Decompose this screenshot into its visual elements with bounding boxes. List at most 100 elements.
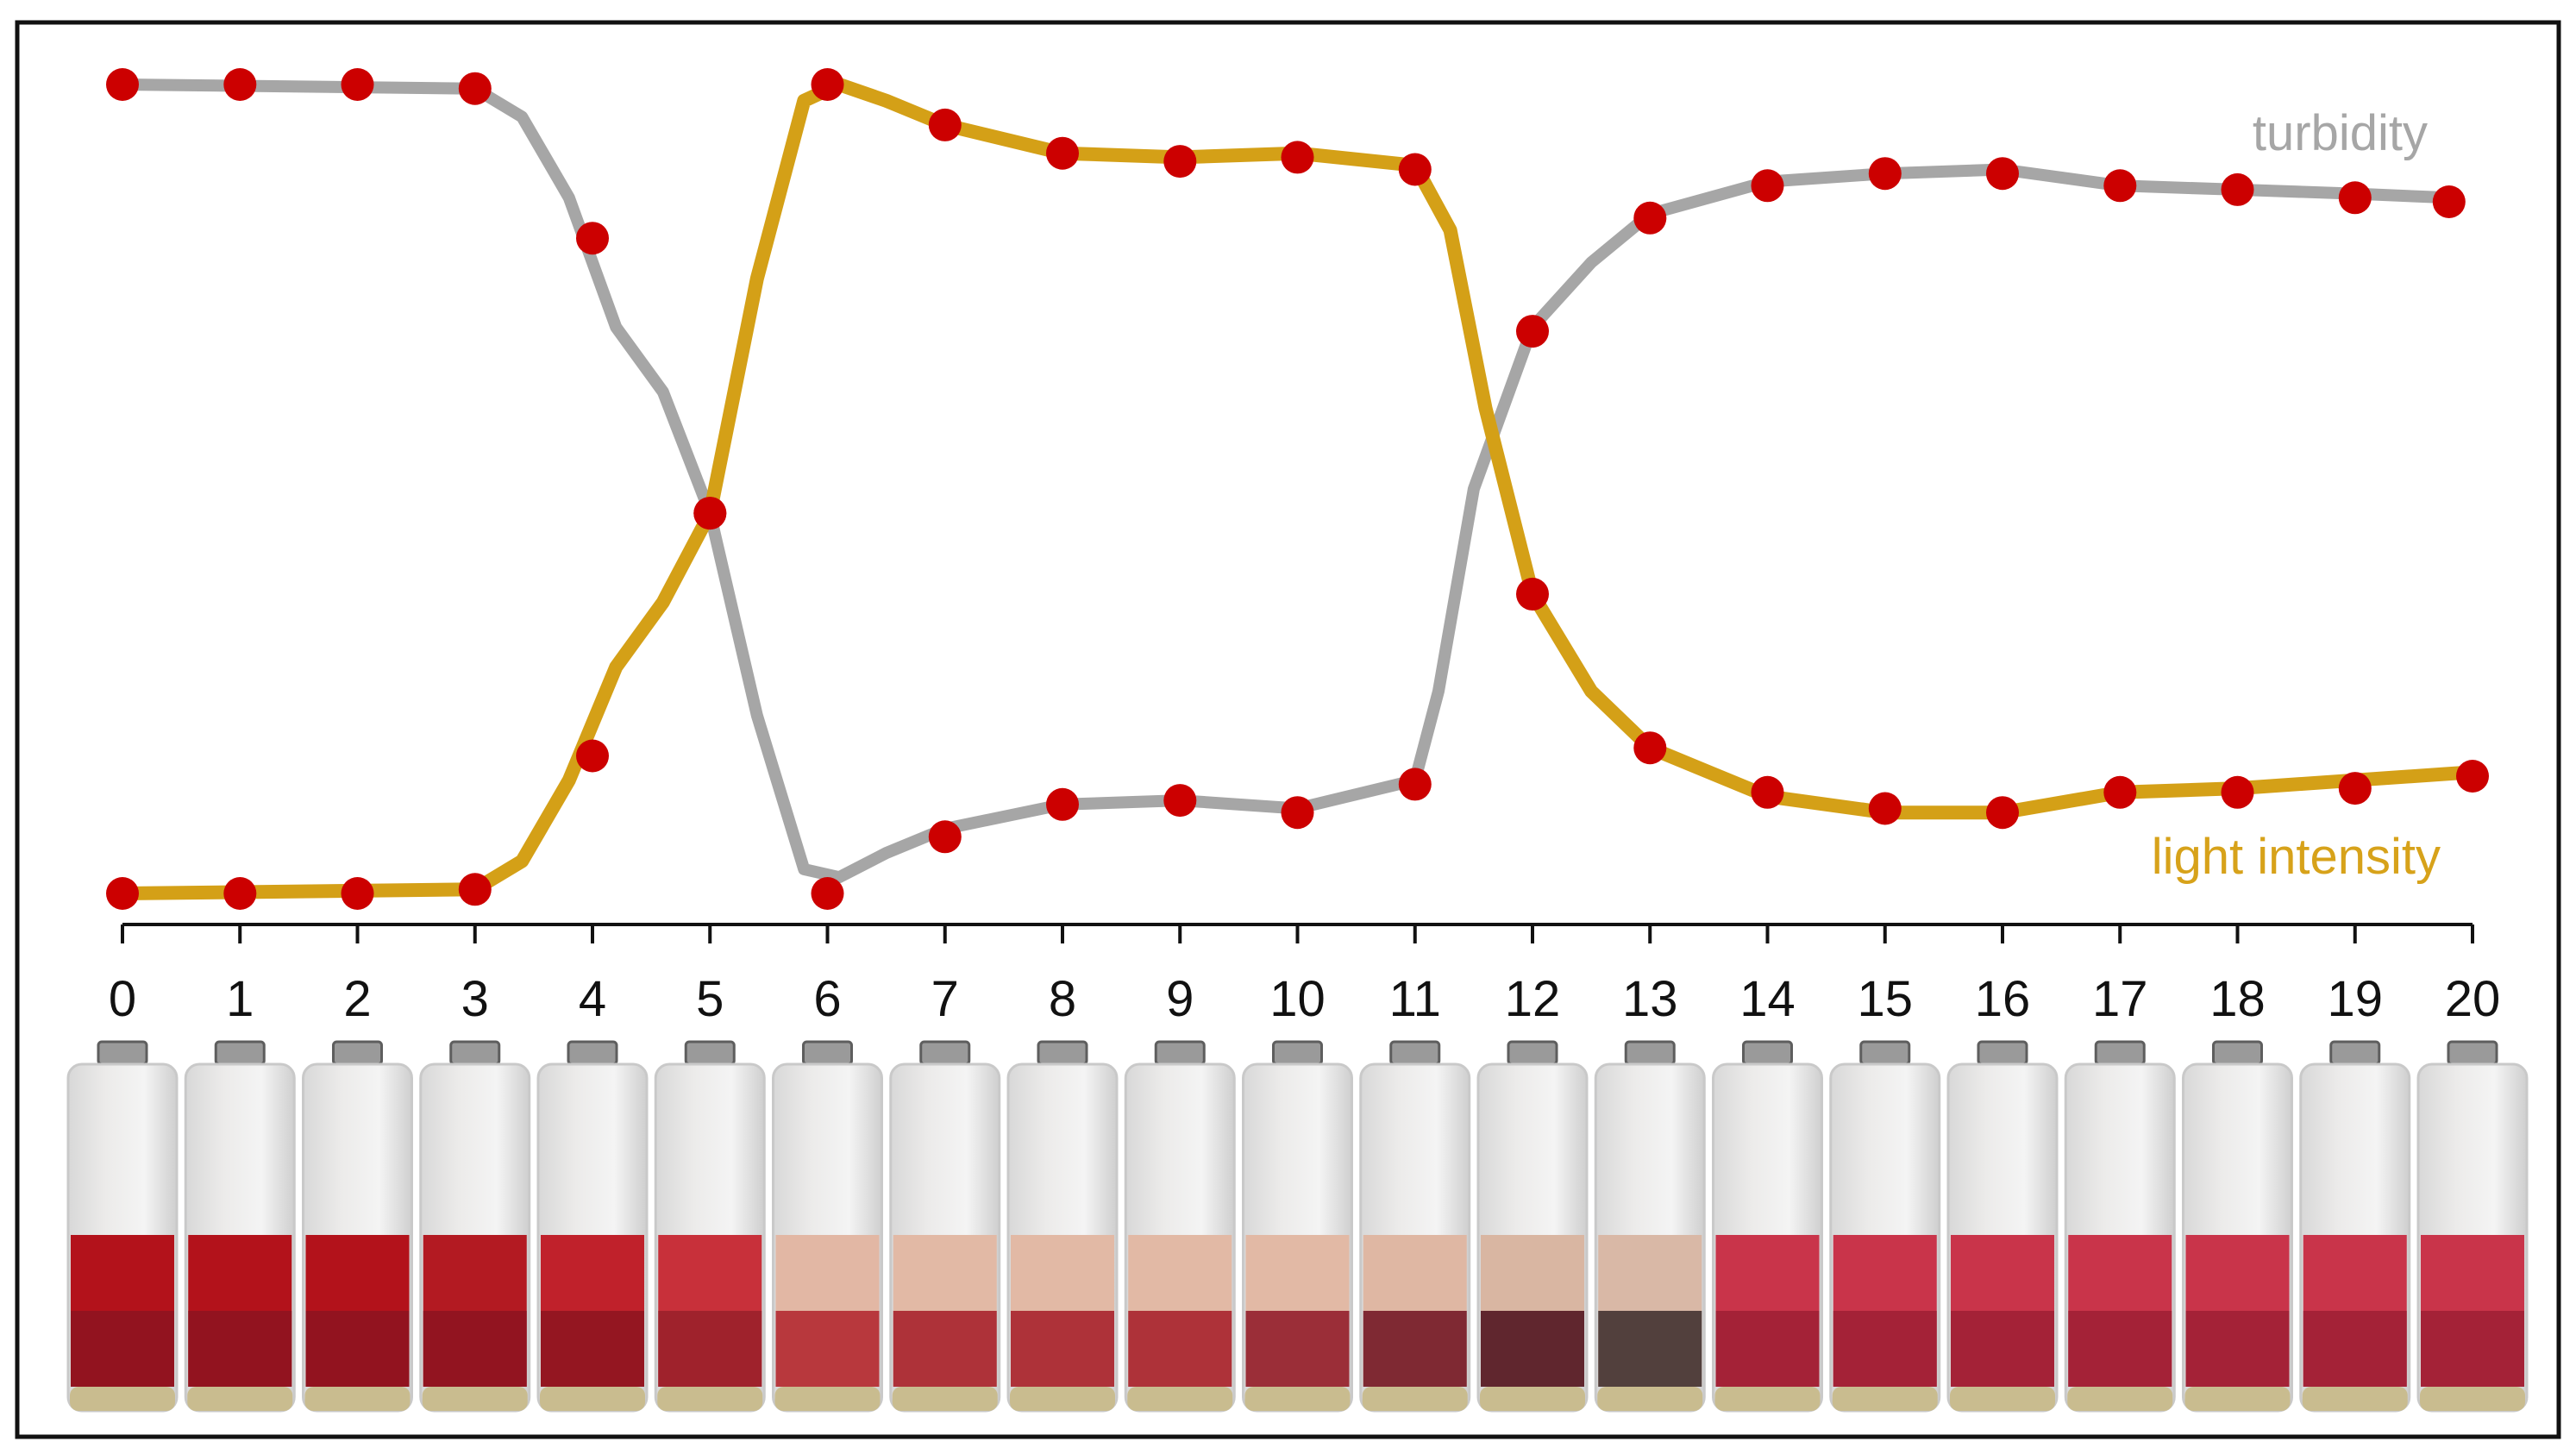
marker-light-intensity-12 bbox=[1516, 577, 1549, 611]
bottle-5 bbox=[654, 1040, 766, 1413]
bottle-15 bbox=[1829, 1040, 1941, 1413]
marker-light-intensity-20 bbox=[2456, 760, 2489, 793]
marker-turbidity-9 bbox=[1163, 784, 1197, 818]
marker-turbidity-20 bbox=[2432, 185, 2466, 218]
x-tick-label-0: 0 bbox=[109, 971, 136, 1027]
bottle-sediment-13 bbox=[1598, 1311, 1702, 1387]
marker-turbidity-13 bbox=[1633, 201, 1667, 235]
marker-light-intensity-16 bbox=[1986, 796, 2019, 830]
bottle-sediment-2 bbox=[305, 1311, 410, 1387]
bottle-base-2 bbox=[304, 1387, 411, 1411]
x-tick-label-1: 1 bbox=[226, 971, 254, 1027]
bottle-4 bbox=[536, 1040, 649, 1413]
bottle-base-6 bbox=[774, 1387, 881, 1411]
bottle-sediment-15 bbox=[1833, 1311, 1937, 1387]
marker-light-intensity-19 bbox=[2338, 772, 2372, 805]
x-tick-label-6: 6 bbox=[813, 971, 841, 1027]
bottle-cap-11 bbox=[1389, 1040, 1441, 1066]
bottle-cap-1 bbox=[214, 1040, 266, 1066]
bottle-cap-18 bbox=[2212, 1040, 2263, 1066]
bottle-base-7 bbox=[892, 1387, 998, 1411]
bottle-13 bbox=[1594, 1040, 1706, 1413]
marker-light-intensity-0 bbox=[106, 877, 139, 910]
bottle-sediment-14 bbox=[1715, 1311, 1820, 1387]
bottle-17 bbox=[2064, 1040, 2176, 1413]
bottle-6 bbox=[772, 1040, 883, 1413]
bottle-base-14 bbox=[1714, 1387, 1821, 1411]
marker-turbidity-3 bbox=[458, 72, 492, 105]
marker-turbidity-2 bbox=[341, 68, 374, 101]
x-tick-label-18: 18 bbox=[2209, 971, 2266, 1027]
bottle-base-19 bbox=[2302, 1387, 2408, 1411]
bottle-10 bbox=[1242, 1040, 1353, 1413]
x-tick-label-7: 7 bbox=[931, 971, 959, 1027]
bottle-sediment-7 bbox=[893, 1311, 997, 1387]
x-tick-label-4: 4 bbox=[579, 971, 606, 1027]
bottle-base-13 bbox=[1597, 1387, 1703, 1411]
bottle-base-5 bbox=[657, 1387, 763, 1411]
x-tick-label-12: 12 bbox=[1505, 971, 1561, 1027]
figure-border bbox=[15, 20, 2561, 1439]
bottle-sediment-20 bbox=[2421, 1311, 2524, 1387]
bottle-base-8 bbox=[1010, 1387, 1115, 1411]
x-tick-label-10: 10 bbox=[1269, 971, 1326, 1027]
marker-turbidity-15 bbox=[1868, 157, 1902, 191]
bottle-1 bbox=[184, 1040, 296, 1413]
bottle-20 bbox=[2416, 1040, 2529, 1413]
bottle-cap-7 bbox=[919, 1040, 971, 1066]
x-tick-label-17: 17 bbox=[2092, 971, 2148, 1027]
bottle-cap-16 bbox=[1977, 1040, 2028, 1066]
bottle-7 bbox=[889, 1040, 1001, 1413]
bottle-base-11 bbox=[1362, 1387, 1468, 1411]
bottle-base-4 bbox=[540, 1387, 645, 1411]
marker-turbidity-16 bbox=[1986, 157, 2019, 191]
plot-area bbox=[106, 68, 2489, 910]
bottle-sediment-10 bbox=[1245, 1311, 1350, 1387]
marker-light-intensity-2 bbox=[341, 877, 374, 910]
marker-turbidity-19 bbox=[2338, 181, 2372, 215]
bottle-cap-9 bbox=[1154, 1040, 1206, 1066]
x-tick-label-8: 8 bbox=[1049, 971, 1076, 1027]
bottle-8 bbox=[1006, 1040, 1119, 1413]
bottle-sediment-12 bbox=[1481, 1311, 1584, 1387]
marker-turbidity-11 bbox=[1398, 768, 1432, 801]
marker-light-intensity-11 bbox=[1398, 153, 1432, 186]
marker-light-intensity-4 bbox=[576, 739, 609, 773]
marker-turbidity-17 bbox=[2103, 169, 2137, 203]
bottle-cap-0 bbox=[97, 1040, 148, 1066]
bottle-base-18 bbox=[2184, 1387, 2291, 1411]
marker-light-intensity-15 bbox=[1868, 792, 1902, 825]
marker-light-intensity-14 bbox=[1751, 775, 1784, 809]
bottle-sediment-1 bbox=[188, 1311, 292, 1387]
bottle-3 bbox=[419, 1040, 531, 1413]
bottle-cap-6 bbox=[802, 1040, 853, 1066]
x-tick-label-9: 9 bbox=[1166, 971, 1194, 1027]
marker-light-intensity-13 bbox=[1633, 731, 1667, 765]
bottle-base-16 bbox=[1950, 1387, 2055, 1411]
bottle-2 bbox=[302, 1040, 413, 1413]
bottle-cap-3 bbox=[449, 1040, 501, 1066]
marker-turbidity-0 bbox=[106, 68, 139, 101]
bottle-14 bbox=[1712, 1040, 1823, 1413]
marker-turbidity-8 bbox=[1046, 787, 1079, 821]
marker-light-intensity-5 bbox=[693, 497, 727, 530]
x-tick-label-2: 2 bbox=[343, 971, 371, 1027]
bottle-cap-2 bbox=[332, 1040, 383, 1066]
bottle-18 bbox=[2182, 1040, 2293, 1413]
bottle-sediment-3 bbox=[423, 1311, 527, 1387]
x-tick-label-11: 11 bbox=[1389, 971, 1441, 1027]
bottle-cap-10 bbox=[1272, 1040, 1323, 1066]
bottle-12 bbox=[1476, 1040, 1589, 1413]
bottle-cap-15 bbox=[1859, 1040, 1911, 1066]
bottle-sediment-5 bbox=[658, 1311, 762, 1387]
marker-light-intensity-18 bbox=[2221, 775, 2254, 809]
x-tick-label-20: 20 bbox=[2445, 971, 2501, 1027]
bottle-cap-13 bbox=[1624, 1040, 1676, 1066]
bottle-photo-strip bbox=[66, 1040, 2529, 1413]
x-tick-label-3: 3 bbox=[461, 971, 489, 1027]
series-label-light-intensity: light intensity bbox=[2152, 829, 2441, 885]
x-tick-label-16: 16 bbox=[1975, 971, 2031, 1027]
bottle-cap-5 bbox=[684, 1040, 736, 1066]
bottle-cap-4 bbox=[567, 1040, 618, 1066]
